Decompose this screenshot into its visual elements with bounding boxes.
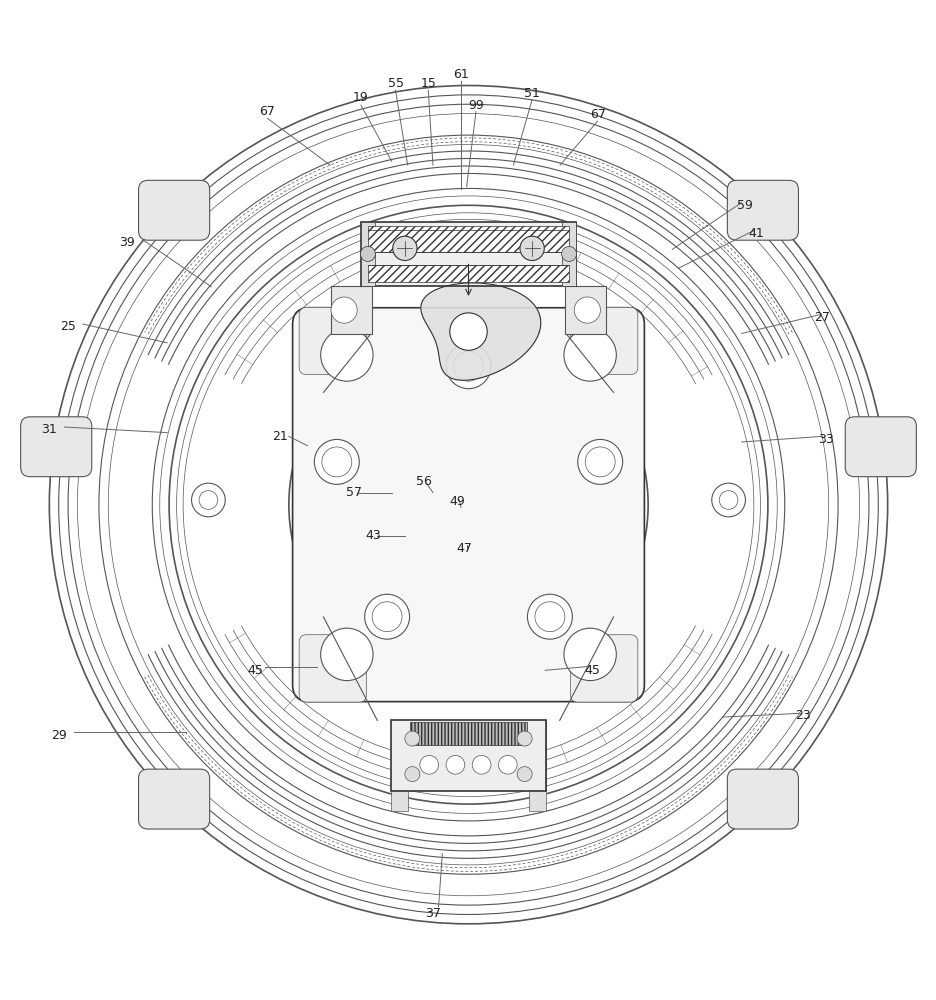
- Text: 55: 55: [388, 77, 403, 90]
- Text: 67: 67: [589, 108, 605, 121]
- Bar: [528, 720, 545, 811]
- FancyBboxPatch shape: [299, 635, 366, 702]
- Circle shape: [360, 246, 375, 261]
- Text: 27: 27: [813, 311, 829, 324]
- Bar: [360, 222, 576, 286]
- Text: 43: 43: [365, 529, 381, 542]
- Circle shape: [330, 297, 357, 323]
- Circle shape: [446, 755, 464, 774]
- Text: 37: 37: [425, 907, 441, 920]
- Bar: [391, 720, 408, 811]
- Circle shape: [711, 483, 745, 517]
- Text: 49: 49: [449, 495, 464, 508]
- Bar: [564, 286, 606, 334]
- Text: 19: 19: [353, 91, 369, 104]
- Bar: [360, 222, 374, 286]
- Text: 45: 45: [247, 664, 263, 677]
- Circle shape: [446, 344, 490, 389]
- Circle shape: [517, 767, 532, 782]
- Circle shape: [563, 329, 616, 381]
- Circle shape: [498, 755, 517, 774]
- FancyBboxPatch shape: [570, 635, 637, 702]
- FancyBboxPatch shape: [292, 308, 644, 702]
- Circle shape: [578, 439, 622, 484]
- FancyBboxPatch shape: [21, 417, 92, 477]
- Text: 51: 51: [523, 87, 539, 100]
- Circle shape: [314, 439, 358, 484]
- FancyBboxPatch shape: [844, 417, 915, 477]
- Text: 33: 33: [817, 433, 833, 446]
- Circle shape: [574, 297, 600, 323]
- Text: 21: 21: [271, 430, 287, 443]
- FancyBboxPatch shape: [570, 307, 637, 375]
- Circle shape: [449, 313, 487, 350]
- Circle shape: [320, 628, 373, 681]
- Bar: [391, 720, 545, 791]
- FancyBboxPatch shape: [726, 180, 797, 240]
- Text: 39: 39: [119, 236, 135, 249]
- Bar: [410, 722, 526, 745]
- Circle shape: [527, 594, 572, 639]
- Bar: [330, 286, 372, 334]
- Circle shape: [392, 236, 417, 260]
- Text: 25: 25: [60, 320, 76, 333]
- Circle shape: [404, 767, 419, 782]
- Text: 41: 41: [748, 227, 764, 240]
- Circle shape: [517, 731, 532, 746]
- Text: 99: 99: [468, 99, 483, 112]
- Bar: [562, 222, 576, 286]
- Circle shape: [563, 628, 616, 681]
- Text: 59: 59: [736, 199, 752, 212]
- Bar: [368, 226, 568, 252]
- Circle shape: [519, 236, 544, 260]
- Circle shape: [404, 731, 419, 746]
- Circle shape: [320, 329, 373, 381]
- Circle shape: [364, 594, 409, 639]
- Text: 23: 23: [795, 709, 811, 722]
- Text: 47: 47: [457, 542, 472, 555]
- Bar: [368, 265, 568, 282]
- FancyBboxPatch shape: [299, 307, 366, 375]
- Circle shape: [419, 755, 438, 774]
- Circle shape: [191, 483, 225, 517]
- Circle shape: [472, 755, 490, 774]
- FancyBboxPatch shape: [726, 769, 797, 829]
- Text: 56: 56: [416, 475, 431, 488]
- Polygon shape: [420, 283, 540, 380]
- Text: 67: 67: [259, 105, 275, 118]
- FancyBboxPatch shape: [139, 769, 210, 829]
- Circle shape: [561, 246, 576, 261]
- Text: 61: 61: [453, 68, 468, 81]
- FancyBboxPatch shape: [139, 180, 210, 240]
- Text: 29: 29: [51, 729, 66, 742]
- Text: 57: 57: [346, 486, 362, 499]
- Text: 45: 45: [583, 664, 599, 677]
- Text: 15: 15: [420, 77, 436, 90]
- Text: 31: 31: [41, 423, 57, 436]
